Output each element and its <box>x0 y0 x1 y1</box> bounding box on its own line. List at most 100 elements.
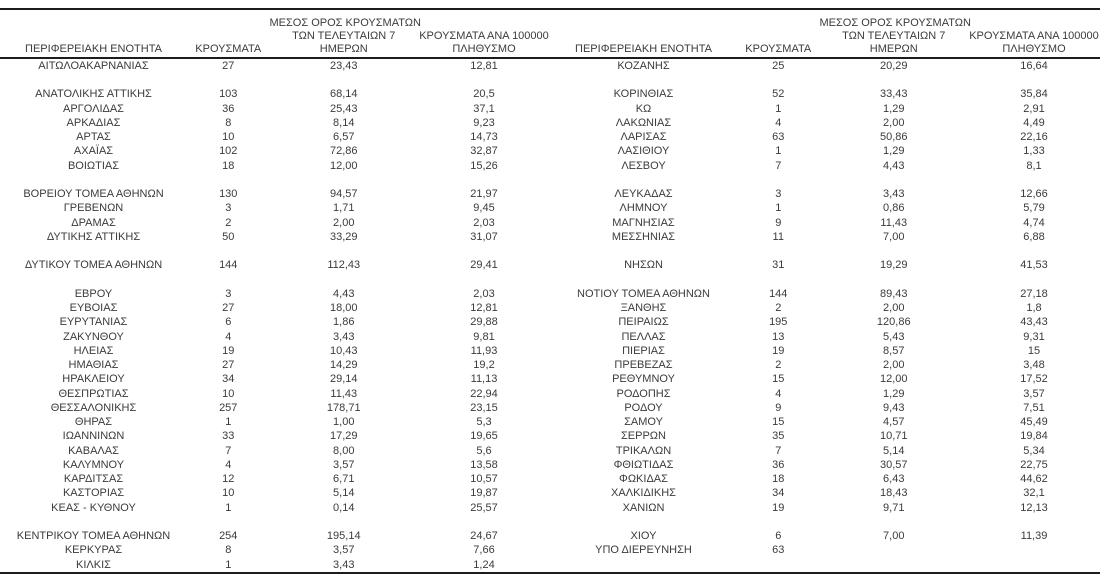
cell-per100k: 21,97 <box>470 188 498 201</box>
cell-cases: 27 <box>222 60 235 72</box>
cell-per100k: 43,43 <box>1020 316 1048 329</box>
cell-cases: 33 <box>222 430 235 443</box>
table-row: ΡΕΘΥΜΝΟΥ 15 12,00 17,52 <box>550 372 1100 386</box>
cell-avg7: 11,43 <box>880 216 908 229</box>
cell-region: ΠΡΕΒΕΖΑΣ <box>614 359 673 372</box>
cell-avg7 <box>270 273 419 287</box>
cell-region: ΡΟΔΟΥ <box>624 401 663 414</box>
header-row: ΠΕΡΙΦΕΡΕΙΑΚΗ ΕΝΟΤΗΤΑ ΚΡΟΥΣΜΑΤΑ ΜΕΣΟΣ ΟΡΟΣ … <box>0 10 550 59</box>
cell-avg7: 19,29 <box>879 259 908 272</box>
cell-per100k: 1,24 <box>473 558 495 571</box>
col-header-line: ΠΛΗΘΥΣΜΟ <box>1002 43 1066 55</box>
table-sheet: ΠΕΡΙΦΕΡΕΙΑΚΗ ΕΝΟΤΗΤΑ ΚΡΟΥΣΜΑΤΑ ΜΕΣΟΣ ΟΡΟΣ … <box>0 8 1100 574</box>
cell-cases: 27 <box>222 302 235 315</box>
cell-cases <box>737 173 820 187</box>
cell-avg7: 3,43 <box>333 558 355 571</box>
table-row: ΣΑΜΟΥ 15 4,57 45,49 <box>550 415 1100 429</box>
table-row: ΦΘΙΩΤΙΔΑΣ 36 30,57 22,75 <box>550 458 1100 472</box>
table-row: ΘΕΣΠΡΩΤΙΑΣ 10 11,43 22,94 <box>0 387 550 401</box>
cell-avg7: 17,29 <box>329 430 358 443</box>
cell-cases: 8 <box>225 544 232 557</box>
cell-cases <box>737 273 820 287</box>
cell-region: ΚΑΡΔΙΤΣΑΣ <box>63 473 124 486</box>
spacer-row <box>550 73 1100 87</box>
table-row: ΓΡΕΒΕΝΩΝ 3 1,71 9,45 <box>0 201 550 215</box>
cell-region: ΑΡΓΟΛΙΔΑΣ <box>63 102 124 115</box>
table-row: ΚΩ 1 1,29 2,91 <box>550 102 1100 116</box>
cell-cases: 257 <box>219 401 238 414</box>
cell-region: ΛΗΜΝΟΥ <box>619 202 668 215</box>
table-row: ΧΑΝΙΩΝ 19 9,71 12,13 <box>550 501 1100 515</box>
cell-region: ΣΑΜΟΥ <box>624 416 663 429</box>
cell-cases: 144 <box>219 259 238 272</box>
cell-region: ΣΕΡΡΩΝ <box>621 430 666 443</box>
cell-cases: 254 <box>219 530 238 543</box>
cell-cases: 4 <box>775 116 782 129</box>
table-row: ΝΗΣΩΝ 31 19,29 41,53 <box>550 258 1100 272</box>
cell-region: ΑΝΑΤΟΛΙΚΗΣ ΑΤΤΙΚΗΣ <box>35 88 152 101</box>
cell-region: ΡΟΔΟΠΗΣ <box>616 387 671 400</box>
cell-cases: 6 <box>225 316 232 329</box>
cell-cases: 25 <box>772 60 785 72</box>
cell-region: ΕΒΡΟΥ <box>74 287 113 300</box>
cell-cases: 2 <box>775 359 782 372</box>
cell-per100k: 37,1 <box>473 102 495 115</box>
cell-avg7: 50,86 <box>879 131 908 144</box>
table-row: ΚΕΑΣ - ΚΥΘΝΟΥ 1 0,14 25,57 <box>0 501 550 515</box>
cell-cases: 2 <box>225 216 232 229</box>
cell-per100k: 23,15 <box>470 401 498 414</box>
table-row: ΗΜΑΘΙΑΣ 27 14,29 19,2 <box>0 358 550 372</box>
cell-avg7: 89,43 <box>879 287 908 300</box>
table-body-right: ΚΟΖΑΝΗΣ 25 20,29 16,64 ΚΟΡΙΝΘΙΑΣ 52 33,43 35,84… <box>550 58 1100 572</box>
cell-avg7: 3,57 <box>333 544 355 557</box>
cell-region: ΗΛΕΙΑΣ <box>73 344 114 357</box>
cell-cases: 34 <box>222 373 235 386</box>
spacer-row <box>0 273 550 287</box>
table-row: ΚΕΡΚΥΡΑΣ 8 3,57 7,66 <box>0 543 550 557</box>
cell-per100k <box>968 173 1100 187</box>
cell-per100k: 9,23 <box>473 116 495 129</box>
cell-per100k <box>418 273 550 287</box>
table-body-left: ΑΙΤΩΛΟΑΚΑΡΝΑΝΙΑΣ 27 23,43 12,81 ΑΝΑΤΟΛΙΚΗΣ Α… <box>0 58 550 572</box>
col-header-line: ΜΕΣΟΣ ΟΡΟΣ ΚΡΟΥΣΜΑΤΩΝ <box>269 17 421 29</box>
table-row: ΒΟΙΩΤΙΑΣ 18 12,00 15,26 <box>0 159 550 173</box>
cell-cases: 15 <box>772 373 785 386</box>
cell-avg7 <box>270 173 419 187</box>
cell-avg7 <box>820 244 969 258</box>
cell-per100k: 31,07 <box>470 230 498 243</box>
cell-avg7: 20,29 <box>879 60 908 72</box>
cell-avg7 <box>270 515 419 529</box>
cell-per100k: 17,52 <box>1020 373 1048 386</box>
cell-avg7: 2,00 <box>883 359 905 372</box>
cell-per100k <box>968 244 1100 258</box>
table-row: ΚΑΣΤΟΡΙΑΣ 10 5,14 19,87 <box>0 486 550 500</box>
cell-per100k: 15,26 <box>470 159 498 172</box>
cell-per100k: 19,2 <box>473 359 495 372</box>
cell-per100k: 11,93 <box>470 344 498 357</box>
cell-per100k: 5,3 <box>476 416 492 429</box>
cell-per100k: 7,66 <box>473 544 495 557</box>
cell-cases: 36 <box>222 102 235 115</box>
cell-region: ΚΩ <box>635 102 652 115</box>
table-row: ΛΗΜΝΟΥ 1 0,86 5,79 <box>550 201 1100 215</box>
cell-cases: 195 <box>769 316 788 329</box>
table-row: ΠΕΙΡΑΙΩΣ 195 120,86 43,43 <box>550 315 1100 329</box>
cell-avg7: 30,57 <box>879 458 908 471</box>
cell-per100k: 32,87 <box>470 145 498 158</box>
cell-region: ΕΥΒΟΙΑΣ <box>69 302 118 315</box>
table-row: ΧΙΟΥ 6 7,00 11,39 <box>550 529 1100 543</box>
cell-per100k: 1,8 <box>1026 302 1042 315</box>
table-row: ΔΥΤΙΚΟΥ ΤΟΜΕΑ ΑΘΗΝΩΝ 144 112,43 29,41 <box>0 258 550 272</box>
cell-cases: 1 <box>775 102 782 115</box>
col-header-region: ΠΕΡΙΦΕΡΕΙΑΚΗ ΕΝΟΤΗΤΑ <box>550 10 737 59</box>
spacer-row <box>0 173 550 187</box>
table-header-right: ΠΕΡΙΦΕΡΕΙΑΚΗ ΕΝΟΤΗΤΑ ΚΡΟΥΣΜΑΤΑ ΜΕΣΟΣ ΟΡΟΣ … <box>550 10 1100 59</box>
cell-cases: 52 <box>772 88 785 101</box>
table-row: ΝΟΤΙΟΥ ΤΟΜΕΑ ΑΘΗΝΩΝ 144 89,43 27,18 <box>550 287 1100 301</box>
table-row: ΗΡΑΚΛΕΙΟΥ 34 29,14 11,13 <box>0 372 550 386</box>
cell-region: ΛΑΣΙΘΙΟΥ <box>617 145 670 158</box>
cell-cases: 13 <box>772 330 785 343</box>
cell-per100k: 3,48 <box>1023 359 1045 372</box>
cell-per100k <box>418 73 550 87</box>
cell-cases <box>187 73 270 87</box>
